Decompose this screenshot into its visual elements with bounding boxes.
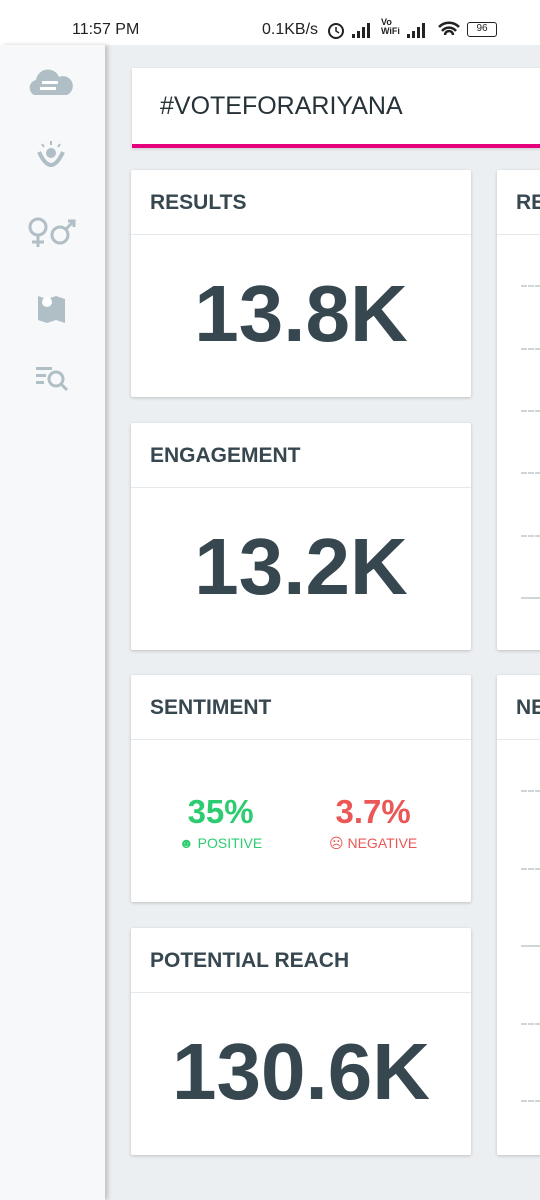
card-title: RESULTS	[131, 170, 471, 235]
label: POSITIVE	[197, 835, 263, 851]
alarm-icon	[328, 23, 344, 39]
positive-value: 35%	[187, 793, 254, 830]
nav-gender[interactable]	[26, 215, 80, 249]
search-query: #VOTEFORARIYANA	[160, 92, 403, 120]
card-title: POTENTIAL REACH	[131, 928, 471, 993]
card-title: RE	[497, 170, 540, 235]
card-title: NE	[497, 675, 540, 740]
signal-icon	[407, 23, 425, 38]
side-card: NE	[497, 675, 540, 1155]
card-title: SENTIMENT	[131, 675, 471, 740]
sidebar	[0, 45, 105, 1200]
card-value: 13.2K	[194, 522, 408, 611]
nav-map[interactable]	[26, 290, 76, 324]
side-card: RE	[497, 170, 540, 650]
reach-card: POTENTIAL REACH 130.6K	[131, 928, 471, 1155]
negative: 3.7% ☹ NEGATIVE	[329, 793, 417, 852]
results-card: RESULTS 13.8K	[131, 170, 471, 397]
positive: 35% ☻ POSITIVE	[179, 793, 262, 851]
wifi-icon	[438, 21, 460, 36]
search-box[interactable]: #VOTEFORARIYANA	[132, 68, 540, 148]
card-value: 130.6K	[172, 1027, 430, 1116]
card-value: 13.8K	[194, 269, 408, 358]
negative-label: ☹ NEGATIVE	[329, 835, 418, 851]
nav-search-list[interactable]	[26, 363, 76, 397]
label: NEGATIVE	[347, 835, 418, 851]
positive-label: ☻ POSITIVE	[179, 835, 263, 851]
time: 11:57 PM	[72, 21, 140, 38]
nav-influencer[interactable]	[26, 140, 76, 172]
net-speed: 0.1KB/s	[262, 21, 319, 38]
battery: 96	[467, 22, 497, 37]
sentiment-card: SENTIMENT 35% ☻ POSITIVE 3.7% ☹ NEGATIVE	[131, 675, 471, 902]
signal-icon	[352, 23, 370, 38]
nav-cloud[interactable]	[26, 67, 76, 99]
engagement-card: ENGAGEMENT 13.2K	[131, 423, 471, 650]
vowifi: Vo WiFi	[381, 17, 400, 36]
status-bar: 11:57 PM 0.1KB/s Vo WiFi 96	[0, 0, 540, 45]
card-title: ENGAGEMENT	[131, 423, 471, 488]
negative-value: 3.7%	[335, 793, 411, 830]
